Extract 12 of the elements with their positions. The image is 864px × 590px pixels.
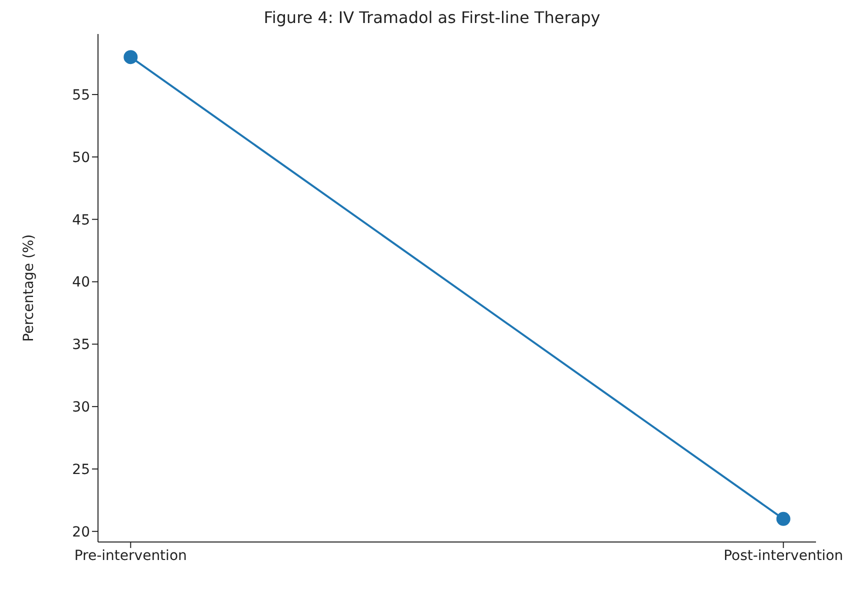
y-tick-label: 20 — [72, 524, 90, 540]
y-tick-label: 50 — [72, 150, 90, 166]
y-tick-label: 55 — [72, 88, 90, 104]
y-tick-label: 45 — [72, 212, 90, 228]
y-tick-label: 30 — [72, 400, 90, 416]
x-tick-label: Post-intervention — [724, 548, 844, 564]
y-tick-label: 25 — [72, 462, 90, 478]
y-tick-label: 40 — [72, 274, 90, 291]
x-tick-label: Pre-intervention — [74, 548, 187, 564]
y-axis-title: Percentage (%) — [20, 234, 37, 342]
chart-title: Figure 4: IV Tramadol as First-line Therapy — [262, 8, 602, 29]
y-tick-label: 35 — [72, 337, 90, 354]
